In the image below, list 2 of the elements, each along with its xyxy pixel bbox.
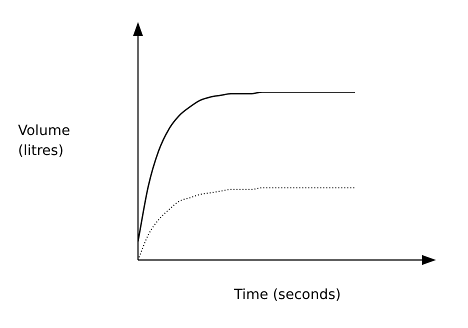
y-axis-title: Volume (litres) bbox=[18, 122, 72, 161]
x-axis-title: Time (seconds) bbox=[234, 287, 341, 303]
